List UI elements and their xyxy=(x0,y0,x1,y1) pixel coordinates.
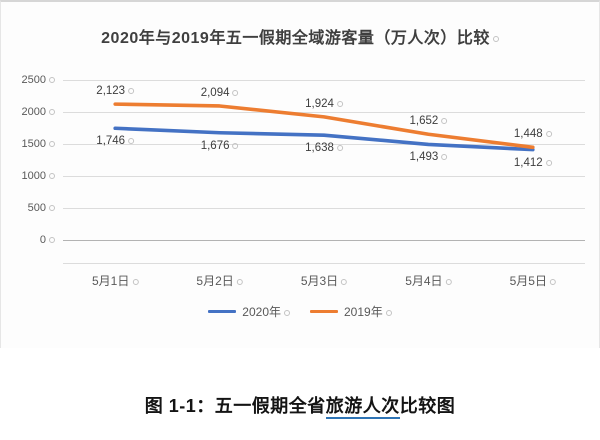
format-mark xyxy=(385,309,392,316)
y-tick-label: 500 xyxy=(1,202,55,214)
y-tick-label: 0 xyxy=(1,234,55,246)
x-tick-label: 5月2日 xyxy=(196,272,243,289)
comparison-line-chart[interactable]: 2020年与2019年五一假期全域游客量（万人次）比较 0 500 1000 1500… xyxy=(0,0,600,348)
y-tick-label: 1000 xyxy=(1,170,55,182)
x-tick-label: 5月4日 xyxy=(405,272,452,289)
format-mark xyxy=(49,109,55,116)
y-tick-label: 2000 xyxy=(1,106,55,118)
data-label: 1,652 xyxy=(410,115,448,127)
legend-label: 2019年 xyxy=(344,303,392,320)
format-mark xyxy=(49,77,55,84)
format-mark xyxy=(545,131,552,138)
figure-caption: 图 1-1：五一假期全省旅游人次比较图 xyxy=(0,392,600,419)
caption-prefix: 图 1-1：五一假期全省 xyxy=(144,396,326,416)
data-label: 1,746 xyxy=(96,135,135,147)
gridline xyxy=(63,208,585,209)
gridline xyxy=(63,112,585,113)
data-label: 2,094 xyxy=(201,87,239,99)
format-mark xyxy=(49,237,55,244)
data-label: 1,638 xyxy=(305,142,343,154)
format-mark xyxy=(341,278,348,285)
data-label: 1,412 xyxy=(514,157,552,169)
y-tick-label: 1500 xyxy=(1,138,55,150)
axis-divider xyxy=(63,263,585,264)
x-tick-label: 5月3日 xyxy=(301,272,348,289)
format-mark xyxy=(445,278,452,285)
data-label: 1,448 xyxy=(514,128,552,140)
line-series-2019年 xyxy=(113,102,535,150)
caption-underlined-text: 旅游人次 xyxy=(325,396,400,419)
legend-item-2019年: 2019年 xyxy=(310,303,392,320)
format-mark xyxy=(441,154,448,161)
chart-legend: 2020年 2019年 xyxy=(1,303,599,320)
format-mark xyxy=(232,89,239,96)
x-tick-label: 5月1日 xyxy=(92,272,139,289)
chart-title: 2020年与2019年五一假期全域游客量（万人次）比较 xyxy=(1,24,599,48)
data-label: 1,493 xyxy=(410,151,448,163)
format-mark xyxy=(232,142,239,149)
format-mark xyxy=(284,309,290,316)
legend-line-swatch xyxy=(310,310,338,313)
data-label: 1,924 xyxy=(305,98,343,110)
caption-suffix: 比较图 xyxy=(399,396,456,416)
format-mark xyxy=(492,35,499,42)
format-mark xyxy=(336,145,343,152)
legend-item-2020年: 2020年 xyxy=(208,303,290,320)
format-mark xyxy=(49,205,55,212)
x-tick-label: 5月5日 xyxy=(510,272,556,289)
data-label: 1,676 xyxy=(201,140,239,152)
y-tick-label: 2500 xyxy=(1,74,55,86)
gridline xyxy=(63,80,585,81)
data-label: 2,123 xyxy=(96,85,135,97)
format-mark xyxy=(132,278,139,285)
format-mark xyxy=(441,118,448,125)
format-mark xyxy=(336,100,343,107)
format-mark xyxy=(49,141,55,148)
format-mark xyxy=(549,278,556,285)
gridline xyxy=(63,176,585,177)
series-lines xyxy=(113,102,535,152)
format-mark xyxy=(49,173,55,180)
x-axis-line xyxy=(63,240,585,241)
format-mark xyxy=(545,159,552,166)
legend-line-swatch xyxy=(208,310,237,313)
legend-label: 2020年 xyxy=(242,303,290,320)
format-mark xyxy=(236,278,243,285)
format-mark xyxy=(128,138,135,145)
format-mark xyxy=(128,88,135,95)
